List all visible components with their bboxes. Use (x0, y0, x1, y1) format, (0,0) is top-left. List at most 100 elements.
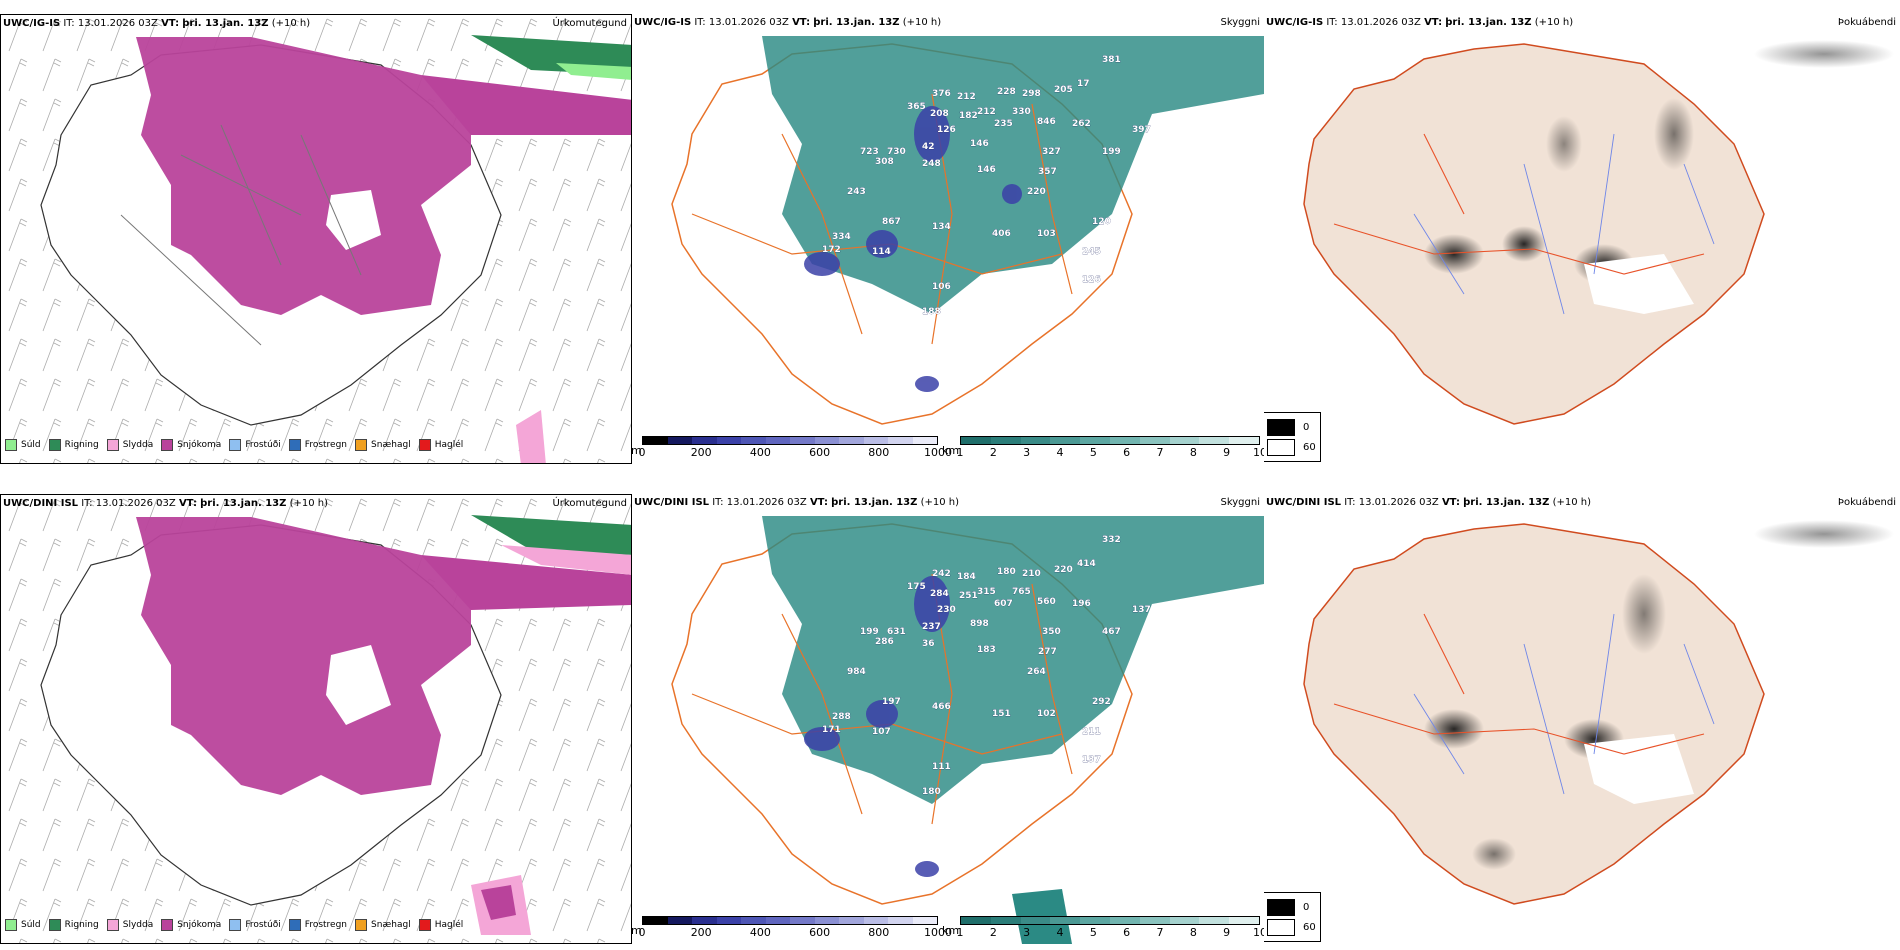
visibility-colorbar-strip (960, 436, 1260, 445)
peak-height-label: 245 (1082, 247, 1101, 257)
clear-area (1584, 734, 1694, 804)
colorbar-step (1169, 437, 1200, 444)
colorbar-tick-label: 10 (1253, 926, 1264, 939)
peak-height-label: 867 (882, 217, 901, 227)
colorbar-step (716, 917, 741, 924)
visibility-map-row1: 381 376 212 228 298 205 17 365 208 182 212 330 262 39… (632, 14, 1264, 464)
peak-height-label: 237 (922, 622, 941, 632)
peak-height-label: 137 (1132, 605, 1151, 615)
peak-height-label: 898 (970, 619, 989, 629)
fog-index-map-row2: UWC/DINI ISL IT: 13.01.2026 03Z VT: þri.… (1264, 494, 1900, 944)
legend-swatch (5, 919, 17, 931)
colorbar-step (692, 917, 717, 924)
panel-header: UWC/IG-IS IT: 13.01.2026 03Z VT: þri. 13… (1266, 17, 1574, 28)
panel-title: Skyggni (1220, 17, 1260, 28)
colorbar-tick-label: 9 (1223, 446, 1231, 459)
sleet-patch (516, 410, 546, 463)
legend-item: Snæhagl (355, 919, 411, 931)
peak-height-label: 17 (1077, 79, 1090, 89)
peak-height-label: 111 (932, 762, 951, 772)
peak-height-label: 146 (970, 139, 989, 149)
iceland-land (1303, 523, 1765, 905)
peak-height-label: 171 (822, 725, 841, 735)
peak-height-label: 180 (997, 567, 1016, 577)
peak-height-label: 235 (994, 119, 1013, 129)
legend-swatch (355, 919, 368, 931)
panel-title: Úrkomutegund (552, 498, 627, 509)
peak-height-label: 243 (847, 187, 866, 197)
height-colorbar: m 0 200 400 600 800 1000 (632, 916, 952, 939)
visibility-unit: km (942, 444, 960, 457)
legend-item: Frostregn (288, 439, 347, 451)
dry-pocket (326, 645, 391, 725)
colorbar-step (1050, 437, 1081, 444)
colorbar-step (814, 917, 839, 924)
colorbar-tick-label: 200 (690, 926, 712, 939)
colorbar-tick-label: 600 (809, 446, 831, 459)
colorbar-tick-label: 800 (868, 926, 890, 939)
legend-item: Frostúði (229, 919, 281, 931)
height-colorbar-strip (642, 436, 938, 445)
panel-header: UWC/DINI ISL IT: 13.01.2026 03Z VT: þri.… (634, 497, 960, 508)
panel-header: UWC/DINI ISL IT: 13.01.2026 03Z VT: þri.… (1266, 497, 1592, 508)
peak-height-label: 467 (1102, 627, 1121, 637)
panel-title: Úrkomutegund (552, 18, 627, 29)
fog-key-low: 60 (1267, 437, 1316, 457)
colorbar-tick-label: 6 (1123, 446, 1131, 459)
precip-type-map-row2: UWC/DINI ISL IT: 13.01.2026 03Z VT: þri.… (0, 494, 632, 944)
peak-height-label: 102 (1037, 709, 1056, 719)
panel-header: UWC/IG-IS IT: 13.01.2026 03Z VT: þri. 13… (634, 17, 942, 28)
colorbar-tick-label: 0 (638, 446, 646, 459)
legend-item: Rigning (48, 919, 99, 931)
panel-title: Þokuábendi (1837, 497, 1896, 508)
height-unit: m (632, 444, 642, 457)
colorbar-step (1199, 917, 1230, 924)
peak-height-label: 308 (875, 157, 894, 167)
low-visibility-area (762, 516, 1264, 804)
peak-height-label: 134 (932, 222, 951, 232)
colorbar-step (1229, 917, 1259, 924)
fog-key: 0 60 (1264, 892, 1321, 942)
colorbar-step (1229, 437, 1259, 444)
legend-swatch (106, 919, 119, 931)
colorbar-step (863, 917, 888, 924)
colorbar-step (667, 917, 692, 924)
peak-height-label: 208 (930, 109, 949, 119)
legend-swatch (229, 439, 242, 451)
colorbar-step (765, 917, 790, 924)
peak-height-label: 151 (992, 709, 1011, 719)
colorbar-tick-label: 8 (1189, 926, 1197, 939)
height-colorbar-ticks: 0 200 400 600 800 1000 (638, 445, 953, 459)
legend-item: Slydda (106, 439, 153, 451)
peak-height-label: 723 (860, 147, 879, 157)
peak-height-label: 180 (922, 787, 941, 797)
peak-height-label: 184 (957, 572, 976, 582)
colorbar-step (790, 917, 815, 924)
fog-key-high: 0 (1267, 417, 1316, 437)
peak-height-label: 36 (922, 639, 935, 649)
snow-area (136, 37, 471, 315)
peak-height-label: 196 (1072, 599, 1091, 609)
height-colorbar: m 0 200 400 600 800 1000 (632, 436, 953, 459)
colorbar-step (1109, 437, 1140, 444)
peak-height-label: 466 (932, 702, 951, 712)
road-lines (1333, 613, 1705, 755)
peak-height-label: 262 (1072, 119, 1091, 129)
colorbar-tick-label: 7 (1156, 446, 1164, 459)
peak-height-label: 199 (860, 627, 879, 637)
legend-item: Rigning (48, 439, 99, 451)
colorbar-step (790, 437, 815, 444)
peak-height-label: 406 (992, 229, 1011, 239)
colorbar-step (1020, 917, 1051, 924)
peak-height-label: 350 (1042, 627, 1061, 637)
colorbar-step (667, 437, 692, 444)
peak-height-label: 292 (1092, 697, 1111, 707)
colorbar-tick-label: 4 (1056, 926, 1064, 939)
colorbar-tick-label: 1000 (924, 446, 952, 459)
peak-height-label: 332 (1102, 535, 1121, 545)
legend-item: Frostregn (288, 919, 347, 931)
fog-map-graphic (1303, 520, 1894, 905)
panel-title: Þokuábendi (1837, 17, 1896, 28)
